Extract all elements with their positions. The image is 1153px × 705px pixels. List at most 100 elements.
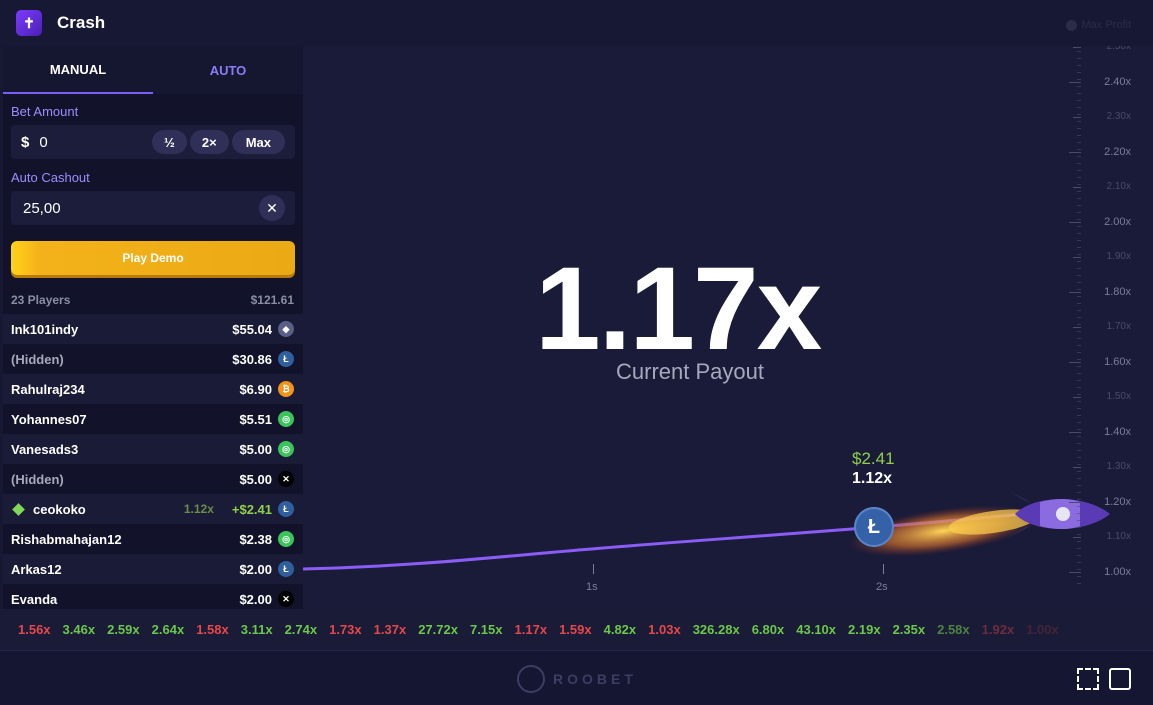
- history-multiplier: 3.46x: [62, 622, 96, 637]
- currency-symbol: $: [21, 133, 30, 151]
- y-minor-tick: [1077, 359, 1081, 360]
- y-minor-tick: [1077, 492, 1081, 493]
- history-multiplier: 1.73x: [329, 622, 362, 637]
- header: ✝ Crash Max Profit: [0, 0, 1153, 46]
- y-minor-tick: [1077, 541, 1081, 542]
- history-multiplier: 2.19x: [848, 622, 881, 637]
- tab-auto[interactable]: AUTO: [209, 62, 247, 78]
- y-minor-tick: [1077, 226, 1081, 227]
- double-button[interactable]: 2×: [189, 130, 229, 154]
- y-minor-tick: [1077, 212, 1081, 213]
- history-multiplier: 1.92x: [981, 622, 1015, 637]
- history-multiplier: 1.37x: [373, 622, 407, 637]
- auto-cashout-input[interactable]: 25,00: [23, 199, 61, 217]
- y-tick-mark: [1069, 152, 1081, 153]
- y-tick-mark: [1073, 187, 1081, 188]
- max-profit-label: Max Profit: [1081, 19, 1131, 31]
- y-minor-tick: [1077, 198, 1081, 199]
- y-minor-tick: [1077, 219, 1081, 220]
- brand-name: ROOBET: [553, 671, 637, 687]
- history-multiplier: 2.35x: [892, 622, 926, 637]
- y-minor-tick: [1077, 79, 1081, 80]
- y-minor-tick: [1077, 408, 1081, 409]
- y-minor-tick: [1077, 436, 1081, 437]
- y-minor-tick: [1077, 457, 1081, 458]
- max-button[interactable]: Max: [231, 130, 285, 154]
- y-minor-tick: [1077, 394, 1081, 395]
- y-minor-tick: [1077, 51, 1081, 52]
- y-minor-tick: [1077, 506, 1081, 507]
- y-axis-tick: 1.10x: [1106, 531, 1131, 542]
- player-amount: $30.86: [232, 351, 272, 367]
- y-minor-tick: [1077, 429, 1081, 430]
- y-minor-tick: [1077, 324, 1081, 325]
- grn-coin-icon: ◎: [278, 441, 294, 457]
- tab-manual[interactable]: MANUAL: [3, 46, 153, 94]
- y-axis-tick: 2.50x: [1106, 46, 1131, 52]
- history-multiplier: 1.03x: [648, 622, 681, 637]
- y-tick-mark: [1069, 502, 1081, 503]
- y-tick-mark: [1073, 397, 1081, 398]
- y-minor-tick: [1077, 65, 1081, 66]
- y-minor-tick: [1077, 163, 1081, 164]
- y-axis-tick: 1.60x: [1104, 356, 1131, 368]
- y-axis-tick: 2.20x: [1104, 146, 1131, 158]
- history-multiplier: 7.15x: [469, 622, 503, 637]
- y-minor-tick: [1077, 86, 1081, 87]
- history-bar: 1.56x 3.46x 2.59x 2.64x 1.58x 3.11x 2.74x 1.73x…: [0, 609, 1153, 650]
- y-minor-tick: [1077, 422, 1081, 423]
- play-demo-button[interactable]: Play Demo: [11, 241, 295, 275]
- x-coin-icon: ✕: [278, 471, 294, 487]
- bet-amount-input[interactable]: 0: [39, 133, 48, 151]
- history-multiplier: 326.28x: [692, 622, 740, 637]
- player-name: Arkas12: [11, 561, 62, 577]
- player-amount: $5.00: [239, 471, 272, 487]
- auto-cashout-field[interactable]: 25,00 ✕: [11, 191, 295, 225]
- player-name: Rahulraj234: [11, 381, 85, 397]
- ltc-coin-icon: Ł: [278, 351, 294, 367]
- y-minor-tick: [1077, 345, 1081, 346]
- y-minor-tick: [1077, 527, 1081, 528]
- bet-amount-field[interactable]: $ 0 ½ 2× Max: [11, 125, 295, 159]
- x-tick-mark: [883, 564, 884, 574]
- y-tick-mark: [1073, 47, 1081, 48]
- game-area: 2.50x 2.40x 2.30x 2.20x 2.10x 2.00x 1.90x 1.80x…: [303, 46, 1153, 609]
- total-bet: $121.61: [250, 293, 294, 307]
- players-count: 23 Players: [11, 293, 71, 307]
- y-minor-tick: [1077, 170, 1081, 171]
- y-minor-tick: [1077, 583, 1081, 584]
- half-button[interactable]: ½: [152, 130, 187, 154]
- y-minor-tick: [1077, 149, 1081, 150]
- player-name: ceokoko: [33, 501, 86, 517]
- y-minor-tick: [1077, 135, 1081, 136]
- y-minor-tick: [1077, 177, 1081, 178]
- y-minor-tick: [1077, 233, 1081, 234]
- player-row: Yohannes07 $5.51 ◎: [3, 404, 303, 434]
- grn-coin-icon: ◎: [278, 411, 294, 427]
- y-tick-mark: [1069, 432, 1081, 433]
- max-profit[interactable]: Max Profit: [1066, 19, 1131, 31]
- y-tick-mark: [1073, 257, 1081, 258]
- y-minor-tick: [1077, 93, 1081, 94]
- player-row: Ink101indy $55.04 ◆: [3, 314, 303, 344]
- bet-amount-label: Bet Amount: [11, 104, 79, 119]
- info-icon: [1066, 19, 1078, 31]
- y-minor-tick: [1077, 415, 1081, 416]
- y-minor-tick: [1077, 275, 1081, 276]
- y-axis-tick: 1.70x: [1106, 321, 1131, 332]
- fullscreen-icon[interactable]: [1077, 668, 1099, 690]
- cross-icon: ✝: [16, 10, 42, 36]
- y-minor-tick: [1077, 576, 1081, 577]
- user-cashout-win: $2.41: [852, 449, 895, 468]
- close-icon[interactable]: ✕: [259, 195, 285, 221]
- y-minor-tick: [1077, 317, 1081, 318]
- theater-mode-icon[interactable]: [1109, 668, 1131, 690]
- history-multiplier: 4.82x: [603, 622, 637, 637]
- history-multiplier: 43.10x: [796, 622, 837, 637]
- y-minor-tick: [1077, 240, 1081, 241]
- y-minor-tick: [1077, 247, 1081, 248]
- y-axis-tick: 1.40x: [1104, 426, 1131, 438]
- y-minor-tick: [1077, 443, 1081, 444]
- player-name: (Hidden): [11, 471, 64, 487]
- player-row: Rishabmahajan12 $2.38 ◎: [3, 524, 303, 554]
